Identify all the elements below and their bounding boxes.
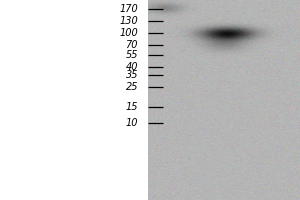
- Text: 10: 10: [125, 118, 138, 128]
- Text: 55: 55: [125, 50, 138, 60]
- Text: 70: 70: [125, 40, 138, 50]
- Text: 25: 25: [125, 82, 138, 92]
- Text: 100: 100: [119, 28, 138, 38]
- Text: 170: 170: [119, 4, 138, 14]
- Text: 35: 35: [125, 70, 138, 80]
- Text: 15: 15: [125, 102, 138, 112]
- Text: 40: 40: [125, 62, 138, 72]
- Text: 130: 130: [119, 16, 138, 26]
